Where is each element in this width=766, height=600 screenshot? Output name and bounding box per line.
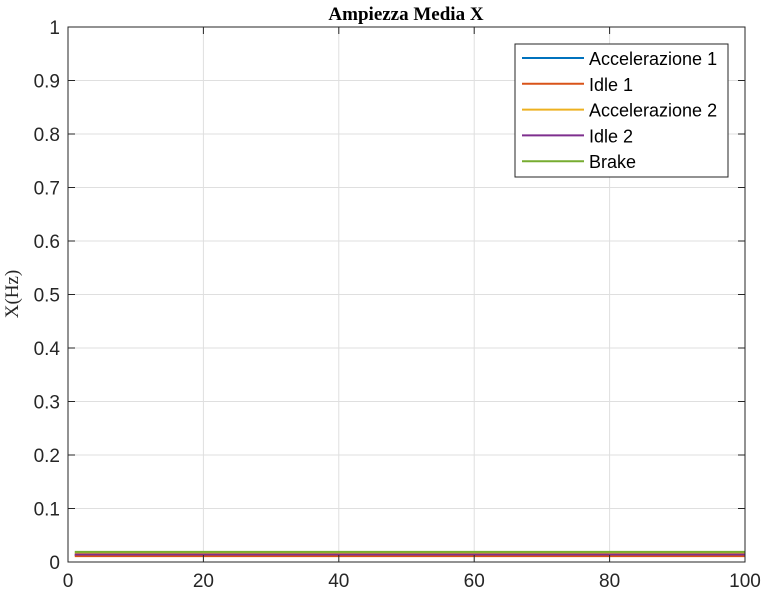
legend-label: Idle 2 xyxy=(589,126,633,146)
grid xyxy=(68,27,745,562)
legend: Accelerazione 1 Idle 1 Accelerazione 2 Idle… xyxy=(514,43,729,178)
legend-label: Accelerazione 1 xyxy=(589,49,717,69)
y-tick-labels: 0 0.1 0.2 0.3 0.4 0.5 0.6 0.7 0.8 0.9 1 xyxy=(34,18,61,574)
x-tick-label: 20 xyxy=(193,571,214,592)
y-tick-label: 0.7 xyxy=(34,179,60,200)
x-tick-label: 60 xyxy=(464,571,485,592)
x-tick-label: 100 xyxy=(729,571,761,592)
x-tick-labels: 0 20 40 60 80 100 xyxy=(63,571,761,592)
y-axis-label: X(Hz) xyxy=(2,270,23,319)
y-tick-label: 0.2 xyxy=(34,446,60,467)
y-tick-label: 0.6 xyxy=(34,232,60,253)
legend-label: Brake xyxy=(589,152,636,172)
series-lines xyxy=(74,550,745,558)
chart-title: Ampiezza Media X xyxy=(328,4,483,25)
x-tick-label: 80 xyxy=(599,571,620,592)
legend-items: Accelerazione 1 Idle 1 Accelerazione 2 Idle… xyxy=(522,49,717,172)
y-tick-label: 0.9 xyxy=(34,72,60,93)
y-tick-label: 0.1 xyxy=(34,500,60,521)
y-tick-label: 1 xyxy=(49,18,60,39)
legend-label: Accelerazione 2 xyxy=(589,101,717,121)
y-tick-label: 0 xyxy=(49,553,60,574)
y-tick-label: 0.4 xyxy=(34,339,61,360)
y-tick-label: 0.8 xyxy=(34,125,60,146)
tick-marks xyxy=(67,26,746,563)
x-tick-label: 0 xyxy=(63,571,74,592)
y-tick-label: 0.3 xyxy=(34,393,60,414)
legend-label: Idle 1 xyxy=(589,75,633,95)
x-tick-label: 40 xyxy=(328,571,349,592)
y-tick-label: 0.5 xyxy=(34,286,60,307)
